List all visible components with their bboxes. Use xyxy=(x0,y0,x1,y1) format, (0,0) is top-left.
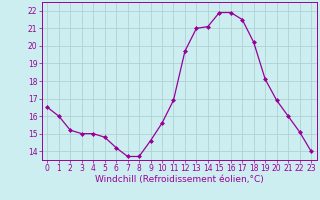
X-axis label: Windchill (Refroidissement éolien,°C): Windchill (Refroidissement éolien,°C) xyxy=(95,175,264,184)
